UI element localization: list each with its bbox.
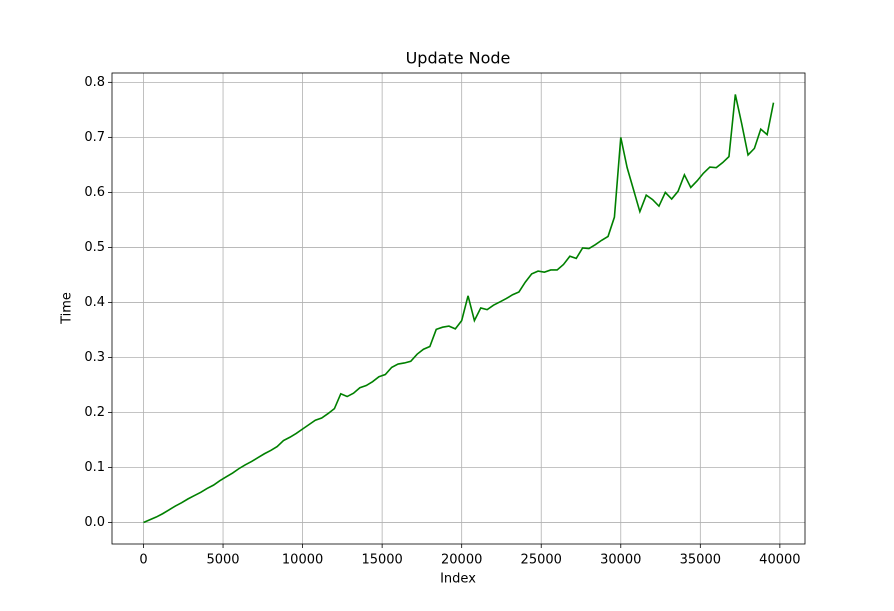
data-line (143, 94, 775, 524)
y-tick-label: 0.2 (84, 405, 105, 420)
x-tick-label: 25000 (521, 553, 562, 568)
plot-frame (111, 72, 806, 545)
x-tick-label: 0 (139, 553, 147, 568)
y-tick-label: 0.8 (84, 75, 105, 90)
chart-title: Update Node (406, 49, 511, 68)
y-tick-label: 0.5 (84, 240, 105, 255)
x-tick-label: 15000 (361, 553, 402, 568)
y-tick-label: 0.0 (84, 515, 105, 530)
x-tick-label: 30000 (600, 553, 641, 568)
x-tick-label: 40000 (759, 553, 800, 568)
y-axis-label: Time (60, 292, 75, 325)
y-tick-label: 0.1 (84, 460, 105, 475)
x-tick-label: 10000 (282, 553, 323, 568)
y-tick-label: 0.6 (84, 185, 105, 200)
x-axis-label: Index (440, 572, 476, 587)
x-tick-label: 35000 (680, 553, 721, 568)
y-tick-label: 0.7 (84, 130, 105, 145)
x-tick-label: 5000 (206, 553, 239, 568)
x-tick-label: 20000 (441, 553, 482, 568)
y-tick-label: 0.3 (84, 350, 105, 365)
y-tick-label: 0.4 (84, 295, 105, 310)
